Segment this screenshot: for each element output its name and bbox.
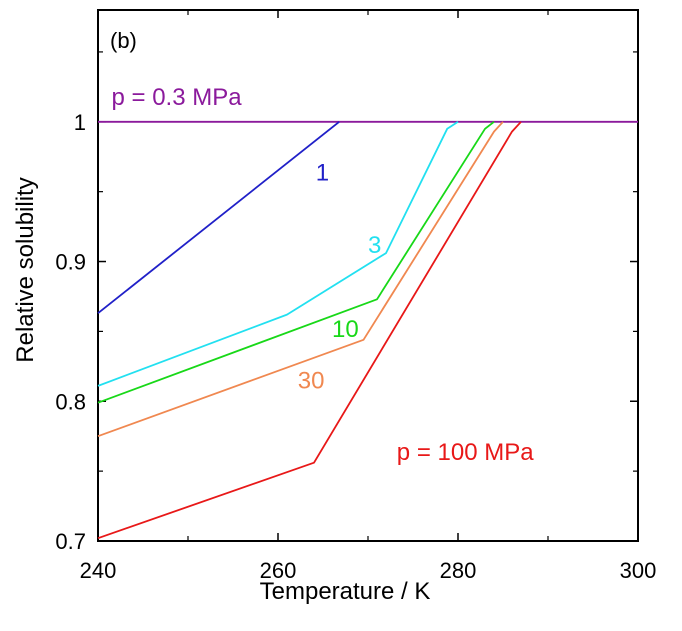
series-line-3 bbox=[97, 121, 495, 404]
series-line-4 bbox=[97, 121, 504, 438]
series-line-5 bbox=[97, 121, 522, 540]
y-tick-label: 0.7 bbox=[55, 529, 86, 554]
x-tick-label: 240 bbox=[80, 558, 117, 583]
y-tick-label: 0.9 bbox=[55, 250, 86, 275]
x-tick-label: 260 bbox=[260, 558, 297, 583]
x-tick-label: 300 bbox=[620, 558, 657, 583]
series-label-3: 10 bbox=[332, 316, 359, 343]
y-tick-label: 1 bbox=[74, 110, 86, 135]
y-tick-label: 0.8 bbox=[55, 389, 86, 414]
series-label-5: p = 100 MPa bbox=[397, 439, 534, 466]
series-label-2: 3 bbox=[368, 232, 381, 259]
series-line-2 bbox=[97, 121, 459, 387]
x-tick-label: 280 bbox=[440, 558, 477, 583]
y-axis-title: Relative solubility bbox=[12, 177, 39, 362]
series-label-0: p = 0.3 MPa bbox=[112, 84, 243, 111]
series-label-4: 30 bbox=[298, 368, 325, 395]
x-axis-title: Temperature / K bbox=[260, 578, 431, 605]
panel-label: (b) bbox=[110, 28, 137, 53]
series-labels: p = 0.3 MPa 1 3 10 30 p = 100 MPa bbox=[112, 84, 535, 466]
y-axis: 0.7 0.8 0.9 1 bbox=[55, 51, 638, 554]
series-line-1 bbox=[97, 121, 340, 314]
series-lines bbox=[97, 120, 638, 540]
series-label-1: 1 bbox=[316, 159, 329, 186]
x-axis: 240 260 280 300 bbox=[80, 10, 657, 583]
